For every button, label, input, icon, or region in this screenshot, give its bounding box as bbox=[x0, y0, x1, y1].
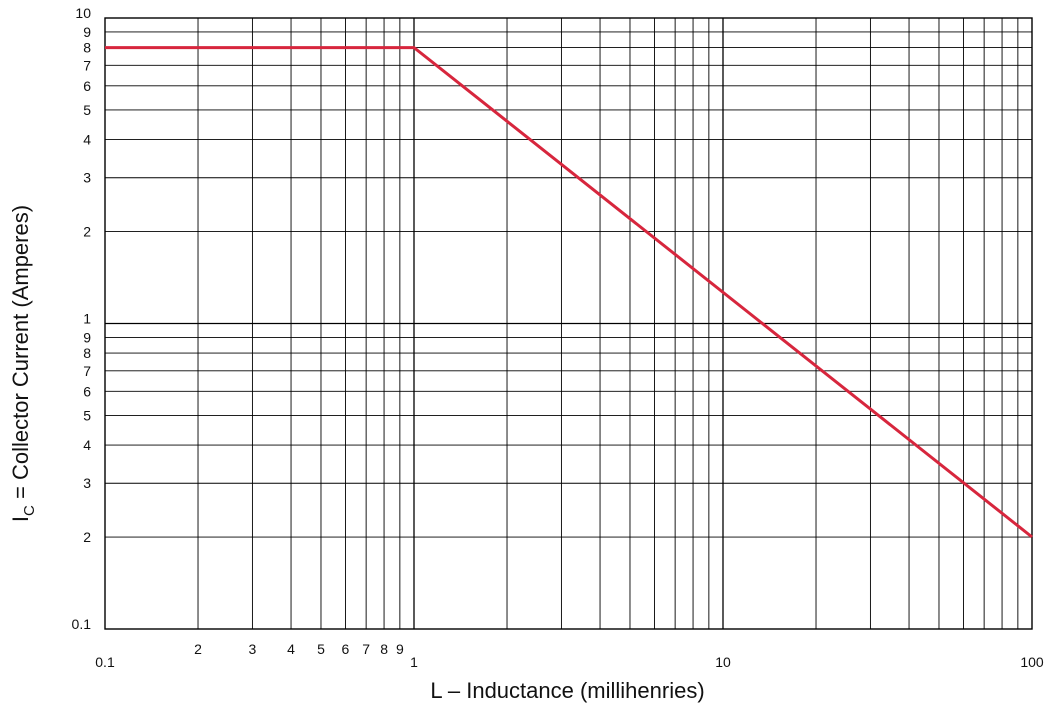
y-tick-label: 3 bbox=[83, 170, 91, 186]
series-layer bbox=[105, 46, 1033, 539]
y-tick-label: 2 bbox=[83, 529, 91, 545]
x-axis-title: L – Inductance (millihenries) bbox=[430, 678, 704, 703]
y-tick-label: 8 bbox=[83, 345, 91, 361]
x-tick-label: 8 bbox=[380, 641, 388, 657]
x-tick-label: 4 bbox=[287, 641, 295, 657]
x-tick-label: 100 bbox=[1020, 654, 1044, 670]
y-tick-label: 4 bbox=[83, 437, 91, 453]
x-tick-label: 10 bbox=[715, 654, 731, 670]
y-axis-title: IC = Collector Current (Amperes) bbox=[8, 205, 38, 522]
y-tick-label: 2 bbox=[83, 224, 91, 240]
x-tick-labels: 0.1 2 3 4 5 6 7 8 91 10 100 bbox=[95, 641, 1044, 670]
x-tick-label: 7 bbox=[362, 641, 370, 657]
y-tick-label: 10 bbox=[75, 5, 91, 21]
y-tick-label: 7 bbox=[83, 363, 91, 379]
y-tick-label: 3 bbox=[83, 475, 91, 491]
x-tick-label: 9 bbox=[396, 641, 404, 657]
y-axis-title-main: I bbox=[8, 516, 33, 522]
y-tick-label: 6 bbox=[83, 383, 91, 399]
y-tick-label: 8 bbox=[83, 40, 91, 56]
y-axis-title-rest: = Collector Current (Amperes) bbox=[8, 205, 33, 505]
y-axis-title-subscript: C bbox=[21, 505, 38, 516]
y-tick-label: 7 bbox=[83, 57, 91, 73]
series-line bbox=[105, 46, 1033, 539]
y-tick-label: 9 bbox=[83, 330, 91, 346]
x-tick-label: 5 bbox=[317, 641, 325, 657]
x-tick-label: 3 bbox=[249, 641, 257, 657]
x-tick-label: 0.1 bbox=[95, 654, 115, 670]
y-tick-label: 1 bbox=[83, 311, 91, 327]
y-tick-label: 6 bbox=[83, 78, 91, 94]
x-tick-label: 1 bbox=[410, 654, 418, 670]
grid bbox=[105, 18, 1032, 629]
y-tick-label: 9 bbox=[83, 24, 91, 40]
y-tick-label: 0.1 bbox=[72, 616, 92, 632]
x-tick-label: 6 bbox=[342, 641, 350, 657]
x-tick-label: 2 bbox=[194, 641, 202, 657]
y-tick-label: 5 bbox=[83, 408, 91, 424]
y-tick-label: 4 bbox=[83, 132, 91, 148]
plot-frame bbox=[104, 17, 1033, 630]
y-tick-label: 5 bbox=[83, 102, 91, 118]
